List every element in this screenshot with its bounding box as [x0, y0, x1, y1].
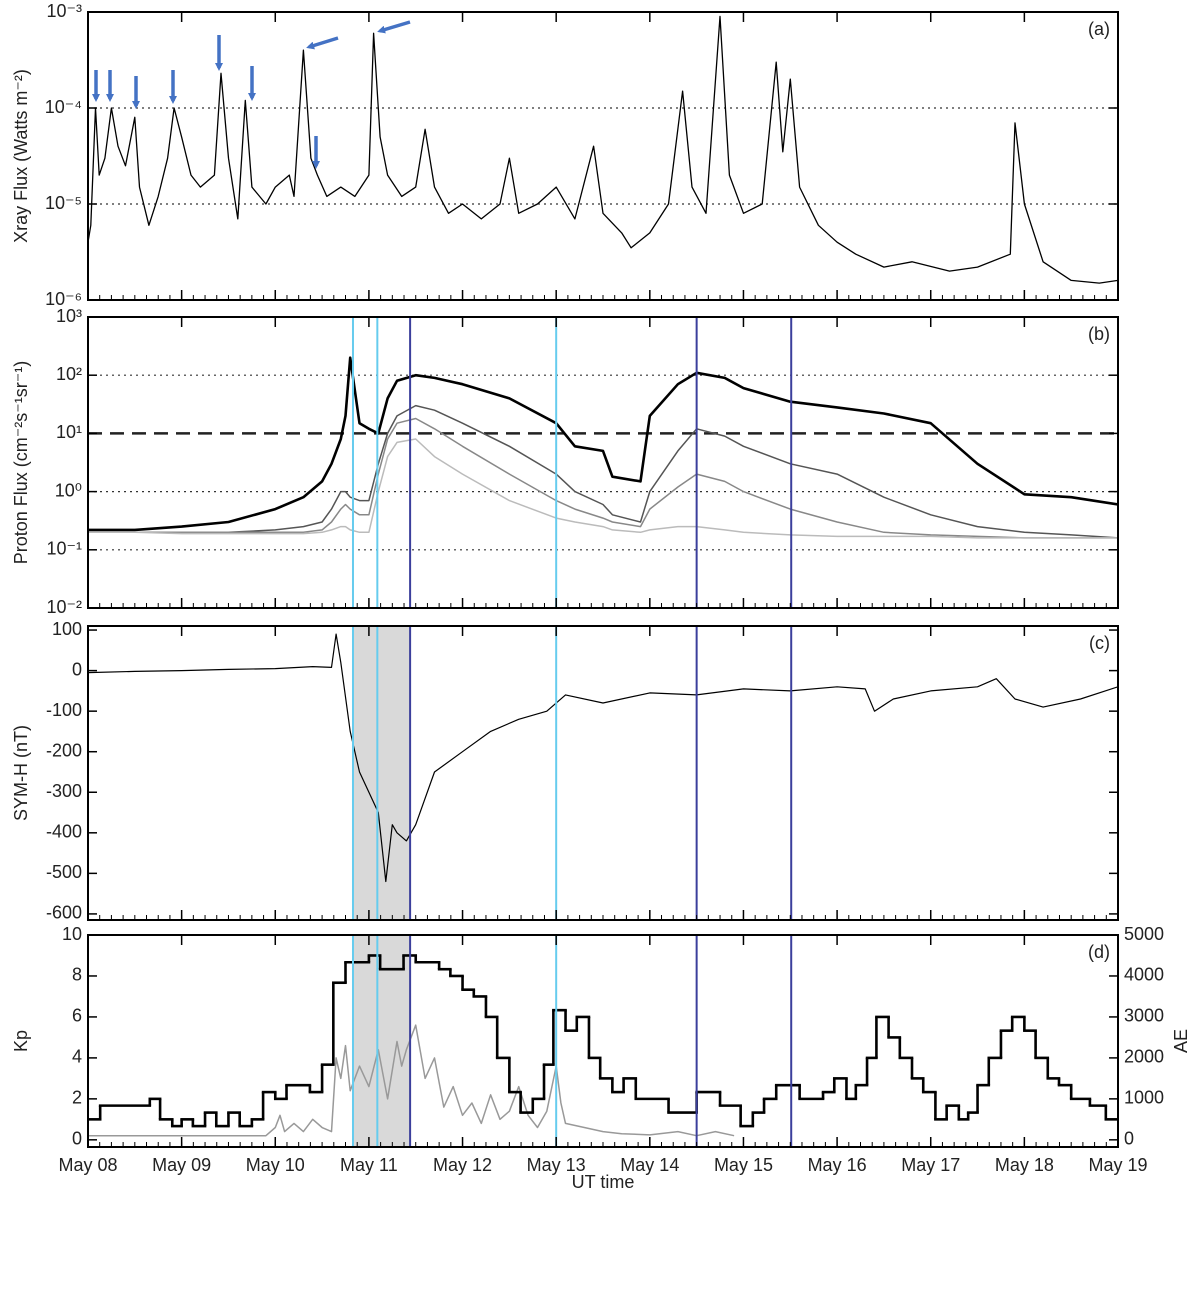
- y-tick-label: 8: [72, 965, 82, 985]
- series-line: [88, 15, 1118, 284]
- panel-label: (d): [1088, 942, 1110, 962]
- y2-tick-label: 3000: [1124, 1006, 1164, 1026]
- y-axis-title: Proton Flux (cm⁻²s⁻¹sr⁻¹): [11, 361, 31, 565]
- y-tick-label: 10³: [56, 306, 82, 326]
- y-tick-label: 0: [72, 1129, 82, 1149]
- x-tick-label: May 18: [995, 1155, 1054, 1175]
- y-tick-label: -600: [46, 903, 82, 923]
- y-tick-label: 10⁻²: [46, 597, 82, 617]
- x-axis-title: UT time: [572, 1172, 635, 1192]
- y-tick-label: 10⁻¹: [46, 539, 82, 559]
- y-tick-label: -200: [46, 740, 82, 760]
- x-tick-label: May 10: [246, 1155, 305, 1175]
- series-line: [88, 1024, 735, 1137]
- y-tick-label: 10¹: [56, 422, 82, 442]
- shaded-interval: [352, 626, 411, 920]
- y2-axis-title: AE: [1171, 1029, 1191, 1053]
- x-tick-label: May 19: [1088, 1155, 1147, 1175]
- panel-label: (c): [1089, 633, 1110, 653]
- series-line: [88, 417, 1118, 539]
- panel-frame: [87, 625, 1119, 921]
- panel-frame: [87, 316, 1119, 609]
- y-tick-label: -400: [46, 822, 82, 842]
- y-tick-label: -300: [46, 781, 82, 801]
- y2-tick-label: 0: [1124, 1129, 1134, 1149]
- series-line: [88, 438, 1118, 539]
- x-tick-label: May 15: [714, 1155, 773, 1175]
- y-axis-title: Xray Flux (Watts m⁻²): [11, 69, 31, 243]
- y-tick-label: 10⁻³: [46, 1, 82, 21]
- x-tick-label: May 17: [901, 1155, 960, 1175]
- panel: [88, 317, 1118, 608]
- y-tick-label: -500: [46, 862, 82, 882]
- x-tick-label: May 16: [808, 1155, 867, 1175]
- panel-label: (a): [1088, 19, 1110, 39]
- arrow: [306, 36, 339, 50]
- y-tick-label: 2: [72, 1088, 82, 1108]
- y-tick-label: 100: [52, 619, 82, 639]
- y-tick-label: 6: [72, 1006, 82, 1026]
- x-tick-label: May 11: [340, 1155, 398, 1175]
- y-tick-label: 10⁻⁶: [45, 289, 82, 309]
- series-line: [88, 404, 1118, 539]
- flare-arrows: [92, 20, 411, 169]
- panel-label: (b): [1088, 324, 1110, 344]
- series-line: [88, 633, 1118, 883]
- x-tick-label: May 13: [527, 1155, 586, 1175]
- y-tick-label: 10²: [56, 364, 82, 384]
- x-tick-label: May 14: [620, 1155, 679, 1175]
- panel: [88, 935, 1118, 1147]
- y2-tick-label: 2000: [1124, 1047, 1164, 1067]
- y-tick-label: 0: [72, 659, 82, 679]
- y2-tick-label: 5000: [1124, 924, 1164, 944]
- arrow: [377, 20, 411, 34]
- y-tick-label: 10⁻⁵: [45, 193, 82, 213]
- y-tick-label: 10: [62, 924, 82, 944]
- panel-frame: [87, 11, 1119, 301]
- panel: [88, 626, 1118, 920]
- panel-frame: [87, 934, 1119, 1148]
- y-axis-title: SYM-H (nT): [11, 725, 31, 821]
- x-tick-label: May 09: [152, 1155, 211, 1175]
- series-line: [88, 356, 1118, 532]
- y-axis-title: Kp: [11, 1030, 31, 1052]
- y2-tick-label: 4000: [1124, 965, 1164, 985]
- y-tick-label: -100: [46, 700, 82, 720]
- x-tick-label: May 08: [58, 1155, 117, 1175]
- x-tick-label: May 12: [433, 1155, 492, 1175]
- y2-tick-label: 1000: [1124, 1088, 1164, 1108]
- panel: [88, 15, 1118, 284]
- y-tick-label: 10⁰: [55, 480, 82, 500]
- y-tick-label: 4: [72, 1047, 82, 1067]
- y-tick-label: 10⁻⁴: [45, 97, 82, 117]
